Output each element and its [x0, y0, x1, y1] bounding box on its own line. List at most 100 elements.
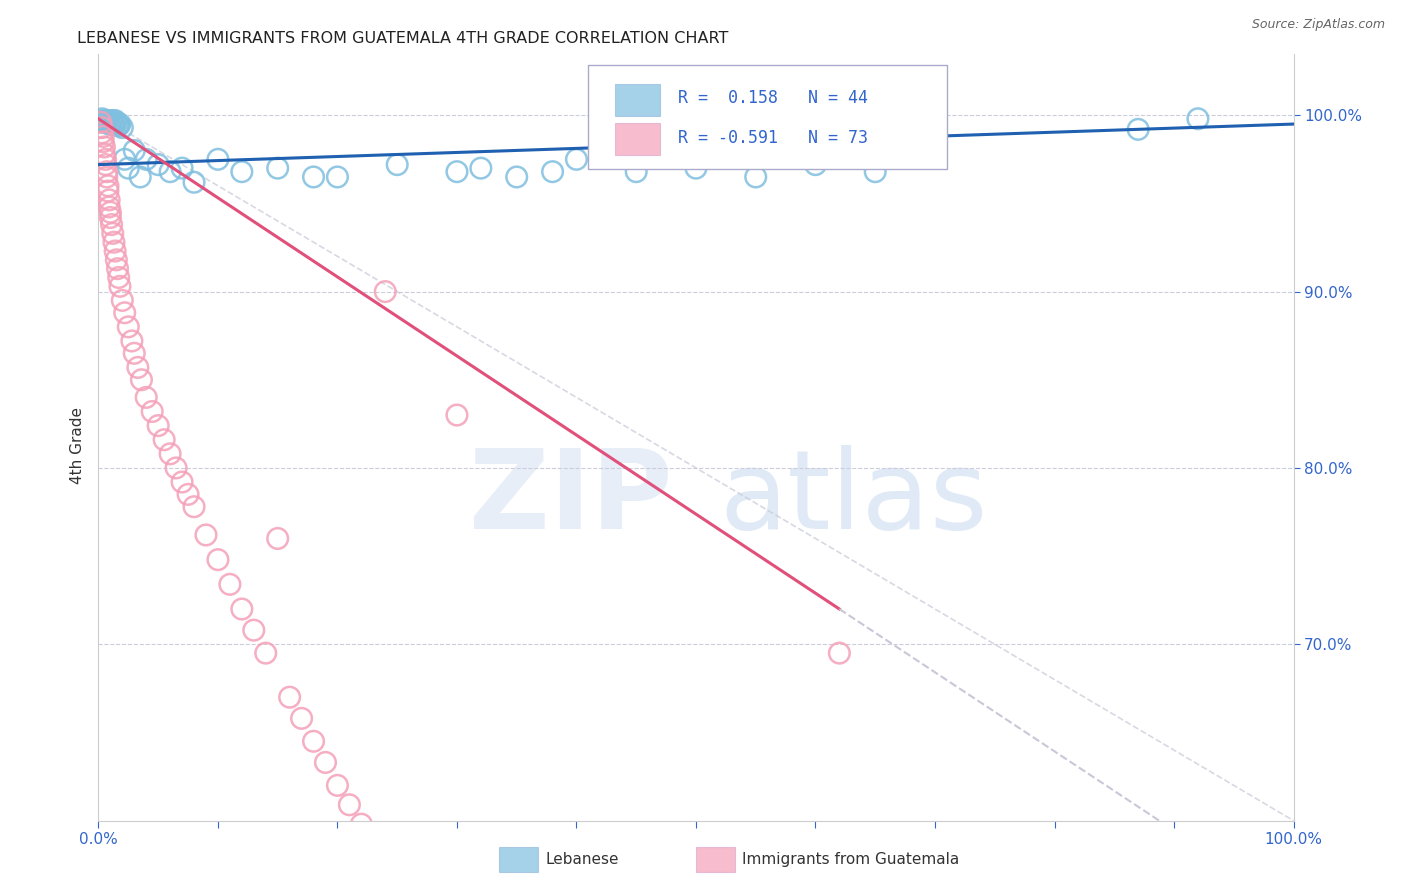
Text: 4th Grade: 4th Grade — [70, 408, 84, 484]
Point — [98, 211, 122, 225]
Point — [100, 218, 122, 232]
Point — [98, 200, 121, 214]
Point — [243, 623, 266, 637]
Point — [96, 169, 118, 184]
Point — [135, 153, 157, 167]
Point — [231, 164, 253, 178]
Point — [101, 227, 124, 241]
Point — [153, 433, 176, 447]
Point — [302, 734, 325, 748]
Point — [565, 153, 588, 167]
FancyBboxPatch shape — [614, 84, 661, 117]
Point — [98, 205, 122, 219]
Point — [104, 244, 127, 258]
Point — [96, 115, 118, 129]
Point — [219, 577, 242, 591]
Point — [865, 164, 887, 178]
Point — [107, 117, 129, 131]
Point — [374, 285, 396, 299]
Point — [98, 193, 121, 207]
Point — [315, 756, 337, 770]
Point — [804, 158, 827, 172]
Point — [108, 117, 131, 131]
Text: R =  0.158   N = 44: R = 0.158 N = 44 — [678, 89, 868, 107]
Point — [254, 646, 277, 660]
FancyBboxPatch shape — [614, 122, 661, 155]
Point — [828, 646, 851, 660]
Point — [91, 126, 114, 140]
Point — [96, 164, 118, 178]
Point — [114, 306, 136, 320]
Point — [159, 447, 181, 461]
Point — [626, 164, 648, 178]
Text: ZIP: ZIP — [468, 445, 672, 552]
Point — [107, 270, 129, 285]
Point — [107, 261, 129, 276]
Point — [114, 153, 136, 167]
Point — [97, 184, 120, 198]
Point — [93, 115, 115, 129]
Point — [183, 500, 205, 514]
Text: Lebanese: Lebanese — [546, 853, 619, 867]
Point — [541, 164, 564, 178]
Point — [105, 115, 128, 129]
Point — [267, 532, 290, 546]
FancyBboxPatch shape — [589, 65, 948, 169]
Point — [90, 115, 112, 129]
Point — [685, 161, 707, 176]
Point — [97, 113, 120, 128]
Point — [398, 888, 420, 892]
Point — [108, 279, 131, 293]
Text: Source: ZipAtlas.com: Source: ZipAtlas.com — [1251, 18, 1385, 31]
Point — [91, 112, 114, 126]
Point — [97, 178, 120, 193]
Text: LEBANESE VS IMMIGRANTS FROM GUATEMALA 4TH GRADE CORRELATION CHART: LEBANESE VS IMMIGRANTS FROM GUATEMALA 4T… — [77, 31, 728, 46]
Point — [195, 528, 218, 542]
Point — [385, 870, 409, 884]
Point — [98, 117, 121, 131]
Point — [745, 169, 768, 184]
Point — [278, 690, 301, 705]
Point — [127, 360, 149, 375]
Point — [100, 113, 122, 128]
Point — [363, 835, 385, 849]
Point — [135, 391, 157, 405]
Point — [117, 319, 139, 334]
Point — [172, 161, 194, 176]
Point — [94, 153, 117, 167]
Point — [1128, 122, 1150, 136]
Point — [103, 117, 125, 131]
Point — [141, 404, 163, 418]
Point — [148, 418, 170, 433]
Point — [470, 161, 492, 176]
Point — [183, 175, 205, 189]
Point — [385, 158, 409, 172]
Point — [131, 373, 153, 387]
Point — [165, 461, 187, 475]
Point — [124, 144, 146, 158]
Point — [207, 552, 229, 566]
Point — [121, 334, 143, 348]
Point — [111, 293, 134, 308]
Point — [326, 778, 349, 792]
Point — [1187, 112, 1209, 126]
Point — [207, 153, 229, 167]
Text: Immigrants from Guatemala: Immigrants from Guatemala — [742, 853, 960, 867]
Point — [339, 797, 361, 812]
Point — [104, 113, 127, 128]
Point — [124, 346, 146, 360]
Point — [93, 140, 115, 154]
Point — [91, 120, 114, 135]
Point — [91, 113, 114, 128]
Point — [148, 158, 170, 172]
Point — [446, 164, 468, 178]
Point — [101, 115, 124, 129]
Point — [350, 817, 373, 831]
Point — [111, 120, 134, 135]
Point — [91, 129, 114, 144]
Point — [231, 602, 253, 616]
Text: atlas: atlas — [720, 445, 988, 552]
Point — [172, 475, 194, 489]
Point — [129, 169, 152, 184]
Point — [159, 164, 181, 178]
